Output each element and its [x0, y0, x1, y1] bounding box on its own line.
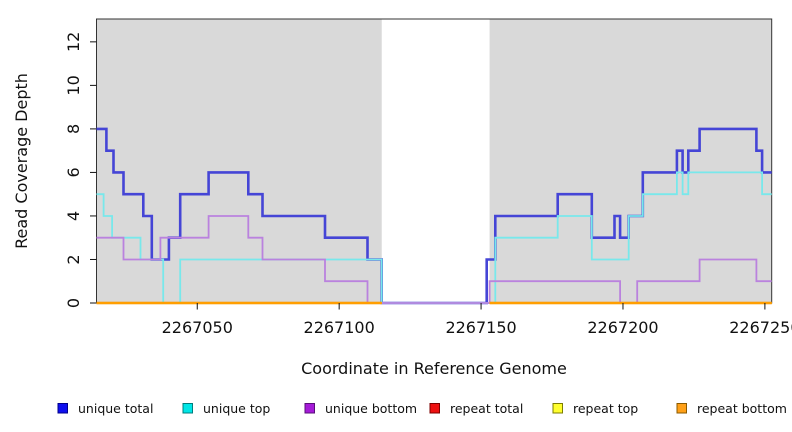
legend-label-unique-total: unique total	[78, 401, 153, 416]
y-axis-tick-label-1: 2	[64, 254, 83, 264]
legend-swatch-repeat-bottom	[676, 403, 687, 414]
series-line-unique-top	[96, 171, 772, 304]
y-axis-tick-label-0: 0	[64, 298, 83, 308]
legend-label-repeat-bottom: repeat bottom	[697, 401, 787, 416]
legend-label-repeat-total: repeat total	[450, 401, 523, 416]
legend-swatch-unique-total	[57, 403, 68, 414]
x-axis-tick-label-1: 2267100	[304, 318, 375, 337]
legend-swatch-repeat-total	[429, 403, 440, 414]
legend-swatch-repeat-top	[552, 403, 563, 414]
x-axis-tick-label-3: 2267200	[587, 318, 658, 337]
legend-label-unique-bottom: unique bottom	[325, 401, 417, 416]
series-line-unique-bottom	[96, 215, 772, 304]
x-axis-tick-label-0: 2267050	[162, 318, 233, 337]
x-axis-title: Coordinate in Reference Genome	[301, 359, 567, 378]
legend-label-unique-top: unique top	[203, 401, 270, 416]
legend-swatch-unique-top	[182, 403, 193, 414]
y-axis-title: Read Coverage Depth	[12, 73, 31, 249]
y-axis-tick-label-6: 12	[64, 32, 83, 52]
x-axis-tick-label-2: 2267150	[445, 318, 516, 337]
panel-shaded-region-1	[489, 19, 772, 303]
legend-swatch-unique-bottom	[304, 403, 315, 414]
y-axis-tick-label-2: 4	[64, 211, 83, 221]
y-axis-tick-label-5: 10	[64, 75, 83, 95]
y-axis-tick-label-3: 6	[64, 167, 83, 177]
legend-label-repeat-top: repeat top	[573, 401, 638, 416]
y-axis-tick-label-4: 8	[64, 124, 83, 134]
panel-shaded-region-0	[96, 19, 382, 303]
series-line-unique-total	[96, 127, 772, 305]
